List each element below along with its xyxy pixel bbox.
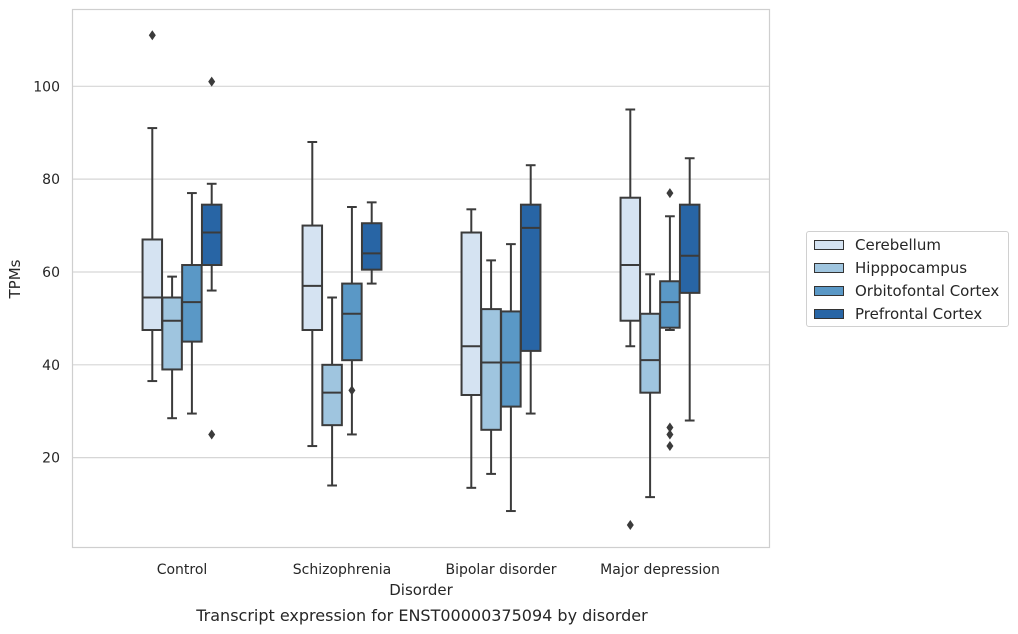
legend-item-prefrontal: Prefrontal Cortex bbox=[814, 304, 982, 324]
outlier-point bbox=[148, 30, 156, 41]
box-2-2 bbox=[500, 243, 522, 513]
box-body bbox=[360, 222, 383, 271]
legend-swatch bbox=[814, 286, 844, 296]
box-0-3 bbox=[619, 108, 642, 530]
x-tick-label: Bipolar disorder bbox=[445, 562, 556, 578]
box-1-1 bbox=[321, 296, 343, 487]
y-tick-label: 40 bbox=[42, 358, 60, 374]
outlier-point bbox=[666, 422, 674, 433]
outlier-point bbox=[208, 76, 216, 87]
box-body bbox=[321, 363, 343, 427]
box-body bbox=[639, 312, 661, 394]
legend-label: Cerebellum bbox=[855, 236, 941, 254]
box-body bbox=[161, 296, 183, 371]
legend-item-cerebellum: Cerebellum bbox=[814, 235, 941, 255]
y-axis-title: TPMs bbox=[6, 259, 24, 299]
boxes bbox=[141, 30, 701, 530]
legend-item-hippocampus: Hipppocampus bbox=[814, 258, 967, 278]
legend-swatch bbox=[814, 263, 844, 273]
box-2-3 bbox=[659, 188, 681, 452]
x-tick-label: Schizophrenia bbox=[293, 562, 391, 578]
box-1-0 bbox=[161, 275, 183, 420]
outlier-point bbox=[348, 385, 356, 396]
y-tick-label: 20 bbox=[42, 451, 60, 467]
plot-area-frame bbox=[71, 8, 771, 549]
box-body bbox=[678, 203, 701, 294]
outlier-point bbox=[666, 429, 674, 440]
box-0-0 bbox=[141, 30, 164, 383]
box-body bbox=[500, 310, 522, 408]
box-0-1 bbox=[301, 141, 324, 448]
y-tick-label: 100 bbox=[33, 79, 60, 95]
y-tick-label: 60 bbox=[42, 265, 60, 281]
outlier-point bbox=[666, 441, 674, 452]
box-body bbox=[519, 203, 542, 352]
box-1-3 bbox=[639, 273, 661, 499]
x-tick-labels: Control Schizophrenia Bipolar disorder Majo… bbox=[157, 562, 720, 578]
box-2-1 bbox=[341, 205, 363, 436]
box-body bbox=[480, 308, 502, 431]
x-axis-title: Disorder bbox=[389, 581, 453, 599]
legend-label: Orbitofontal Cortex bbox=[855, 282, 1000, 300]
box-3-0 bbox=[200, 76, 223, 440]
legend-label: Hipppocampus bbox=[855, 259, 968, 277]
box-body bbox=[301, 224, 324, 332]
gridlines bbox=[72, 85, 770, 459]
y-tick-label: 80 bbox=[42, 172, 60, 188]
box-body bbox=[619, 196, 642, 322]
outlier-point bbox=[208, 429, 216, 440]
box-0-2 bbox=[460, 208, 483, 489]
box-3-1 bbox=[360, 201, 383, 285]
box-3-2 bbox=[519, 164, 542, 415]
box-body bbox=[659, 280, 681, 329]
outlier-point bbox=[666, 188, 674, 199]
x-tick-label: Major depression bbox=[600, 562, 720, 578]
legend-label: Prefrontal Cortex bbox=[855, 305, 983, 323]
box-body bbox=[341, 282, 363, 362]
outlier-point bbox=[626, 519, 634, 530]
box-body bbox=[141, 238, 164, 332]
legend-swatch bbox=[814, 240, 844, 250]
legend-swatch bbox=[814, 309, 844, 319]
y-tick-labels: 20 40 60 80 100 bbox=[33, 79, 60, 466]
box-1-2 bbox=[480, 259, 502, 475]
box-2-0 bbox=[181, 192, 203, 415]
legend: Cerebellum Hipppocampus Orbitofontal Cor… bbox=[806, 231, 1009, 327]
box-body bbox=[460, 231, 483, 396]
box-body bbox=[200, 203, 223, 267]
legend-item-orbitofrontal: Orbitofontal Cortex bbox=[814, 281, 999, 301]
box-body bbox=[181, 264, 203, 343]
x-tick-label: Control bbox=[157, 562, 208, 578]
figure-caption: Transcript expression for ENST0000037509… bbox=[196, 606, 648, 625]
box-3-3 bbox=[678, 157, 701, 422]
